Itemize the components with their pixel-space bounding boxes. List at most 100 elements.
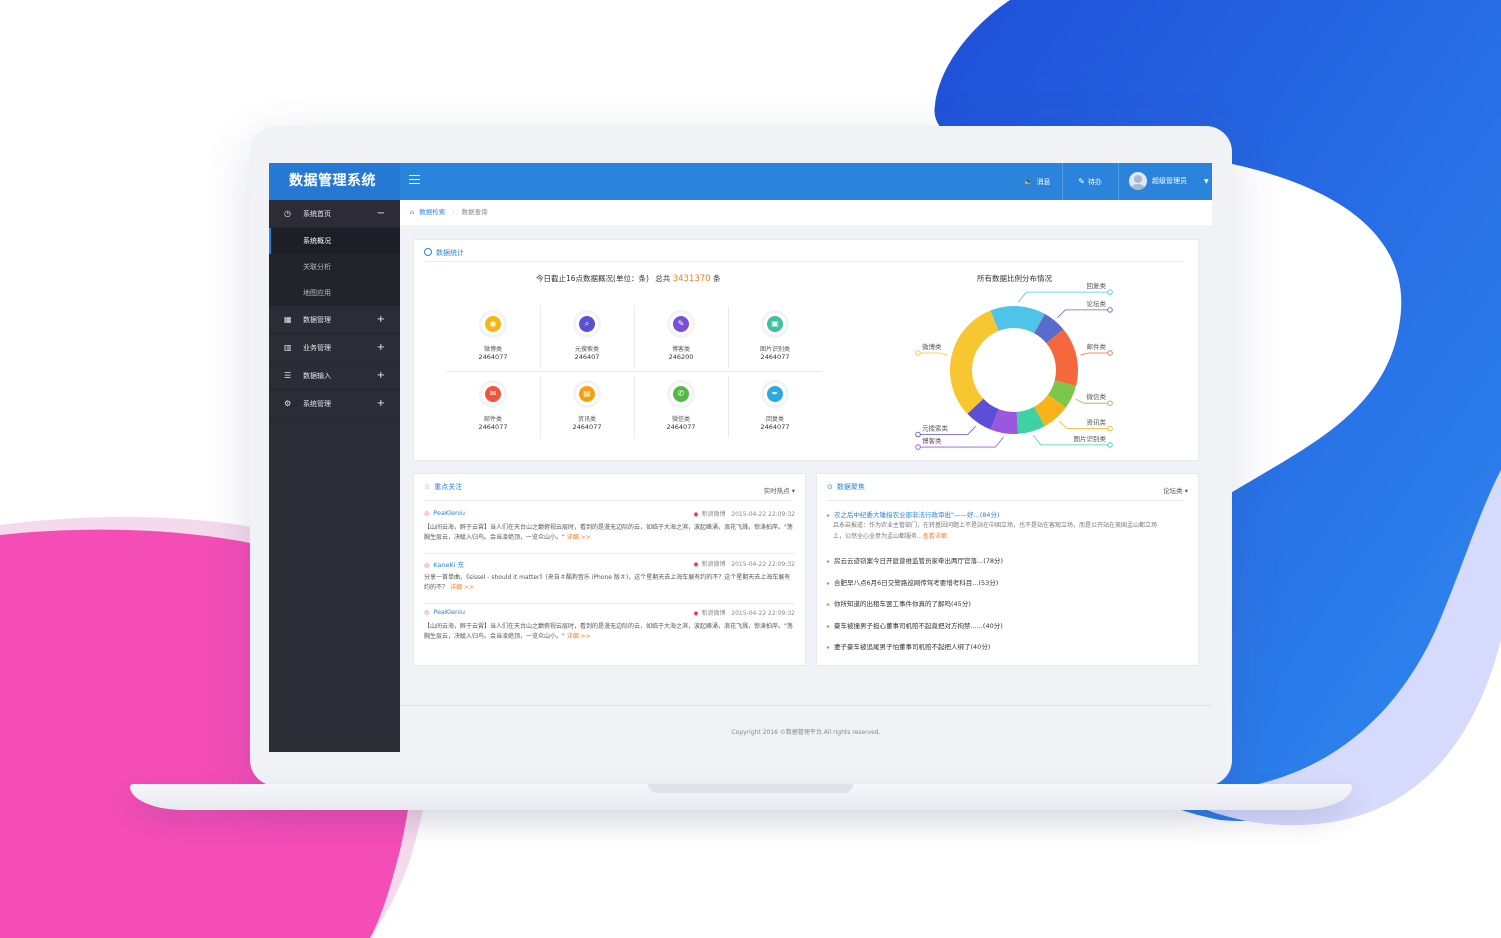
collapse-icon[interactable]: − (376, 208, 385, 219)
donut-leader-dot (1107, 289, 1113, 295)
aggregation-headline[interactable]: 农之后中纪委大锤指农业部非法行政审批"——好...(84分) (827, 509, 1188, 519)
stat-label: 元搜索类 (574, 346, 599, 353)
view-detail-link[interactable]: 查看详细 (922, 533, 947, 540)
breadcrumb: ⌂ 数据检索 / 数据查询 (400, 200, 1212, 225)
stat-tile[interactable]: ▤ 资讯类 2464077 (540, 374, 634, 450)
distribution-title: 所有数据比例分布情况 (977, 274, 1052, 283)
donut-slice[interactable] (967, 398, 999, 430)
headline-total: 3431370 (672, 274, 711, 284)
post-user[interactable]: KaneKi 东 (424, 559, 795, 569)
gear-icon: ⚙ (284, 399, 292, 408)
sidebar-item-business[interactable]: ▥ 业务管理 + (269, 334, 400, 362)
post-body: 分享一首单曲，《sissel - should it matter》(来自＃酷狗… (424, 574, 791, 591)
donut-slice-label: 微博类 (922, 342, 942, 351)
divider (424, 603, 795, 604)
stat-tile[interactable]: ✎ 博客类 246200 (634, 304, 728, 380)
donut-leader-line (918, 352, 948, 356)
sidebar-item-data-management[interactable]: ▦ 数据管理 + (269, 306, 400, 334)
donut-slice-label: 图片识别类 (1074, 434, 1107, 443)
stat-tile[interactable]: ▣ 图片识别类 2464077 (728, 304, 822, 380)
post-item: PeaKleniu◉新浪微博 2015-04-22 22:09:32 【山间云海，… (424, 509, 795, 549)
weibo-icon: ◉ (693, 610, 699, 617)
aggregation-item[interactable]: 豪车被撞男子担心董事司机赔不起竟把对方拘禁......(40分) (827, 620, 1188, 630)
post-user[interactable]: PeaKleniu (424, 509, 795, 517)
sidebar-subitem-map[interactable]: 地图应用 (269, 280, 400, 306)
donut-slice[interactable] (990, 306, 1045, 334)
post-more-link[interactable]: 详细 >> (449, 584, 474, 591)
stat-value: 2464077 (760, 423, 790, 431)
aggregation-item[interactable]: 合肥早八点6月6日交警路巡网传驾考要增考科目...(53分) (827, 577, 1188, 587)
stat-tile[interactable]: ⌕ 元搜索类 246407 (540, 304, 634, 380)
stat-icon-ring: ⌕ (573, 310, 601, 338)
aggregation-panel: ⊙数据聚焦 论坛类 ▾ 农之后中纪委大锤指农业部非法行政审批"——好...(84… (816, 473, 1199, 666)
stat-value: 2464077 (760, 353, 790, 361)
messages-button[interactable]: 🔈 消息 (1013, 163, 1061, 200)
expand-icon[interactable]: + (376, 342, 385, 353)
wechat-icon: ✆ (673, 386, 689, 402)
stat-icon-ring: ✒ (761, 380, 789, 408)
app-title[interactable]: 数据管理系统 (269, 163, 400, 200)
donut-slice[interactable] (1047, 380, 1076, 408)
post-item: PeaKleniu◉新浪微博 2015-04-22 22:09:32 【山间云海，… (424, 608, 795, 648)
menu-toggle-icon[interactable] (409, 175, 420, 184)
aggregation-description-text: 吕永岩报道：作为农业主管部门，在转基因问题上不是站在中国立场，也不是站在客观立场… (833, 522, 1158, 540)
todo-button[interactable]: ✎ 待办 (1062, 163, 1117, 200)
expand-icon[interactable]: + (376, 370, 385, 381)
post-time: 2015-04-22 22:09:32 (731, 561, 795, 568)
expand-icon[interactable]: + (376, 398, 385, 409)
sidebar-item-system[interactable]: ⚙ 系统管理 + (269, 390, 400, 418)
focus-panel-title: ☆ 重点关注 (424, 482, 462, 492)
stat-tile[interactable]: ◉ 微博类 2464077 (446, 304, 540, 380)
stats-title-text: 数据统计 (436, 249, 464, 257)
aggregation-item[interactable]: 你所知道的出租车罢工事件你真的了解吗(45分) (827, 598, 1188, 608)
aggregation-description: 吕永岩报道：作为农业主管部门，在转基因问题上不是站在中国立场，也不是站在客观立场… (833, 520, 1158, 542)
sidebar-subitem-analysis[interactable]: 关联分析 (269, 254, 400, 280)
donut-slice-label: 微信类 (1087, 392, 1107, 401)
stats-panel: 数据统计 今日截止16点数据概况(单位：条) 总共 3431370 条 ◉ 微博类… (413, 239, 1199, 461)
donut-leader-line (1032, 435, 1110, 446)
sidebar-subitem-overview[interactable]: 系统概况 (269, 228, 400, 254)
donut-slice[interactable] (1034, 394, 1066, 427)
breadcrumb-home[interactable]: 数据检索 (419, 208, 446, 216)
expand-icon[interactable]: + (376, 314, 385, 325)
dashboard-icon: ◷ (284, 209, 291, 218)
post-more-link[interactable]: 详细 >> (566, 633, 591, 640)
stat-label: 资讯类 (577, 416, 596, 423)
sidebar-item-data-input[interactable]: ☰ 数据输入 + (269, 362, 400, 390)
stat-label: 图片识别类 (759, 346, 790, 353)
focus-filter-select[interactable]: 实时热点 ▾ (764, 485, 795, 495)
mail-icon: ✉ (485, 386, 501, 402)
chevron-down-icon: ▼ (1204, 178, 1209, 185)
donut-slice[interactable] (990, 409, 1019, 434)
divider (540, 376, 541, 438)
divider (424, 261, 1184, 262)
post-body: 【山间云海，醉于云霄】当人们在天台山之巅俯视云层时，看到的是漫无边际的云，如临于… (424, 623, 793, 640)
donut-slice[interactable] (1016, 406, 1045, 434)
aggregation-filter-select[interactable]: 论坛类 ▾ (1163, 485, 1188, 495)
post-user[interactable]: PeaKleniu (424, 608, 795, 616)
user-menu[interactable]: 超级管理员 ▼ (1118, 163, 1212, 200)
donut-slice[interactable] (950, 310, 999, 414)
aggregation-item[interactable]: 房云云迹窃案今日开庭曾维监管员家牵出两厅官落...(78分) (827, 555, 1188, 565)
post-text: 分享一首单曲，《sissel - should it matter》(来自＃酷狗… (424, 573, 795, 593)
avatar (1129, 172, 1147, 190)
user-label: 超级管理员 (1152, 177, 1187, 185)
donut-leader-line (1017, 291, 1110, 303)
donut-slice-label: 论坛类 (1087, 299, 1107, 308)
sidebar-item-label: 数据输入 (303, 372, 331, 380)
post-source: 新浪微博 (701, 561, 726, 568)
post-more-link[interactable]: 详细 >> (566, 534, 591, 541)
aggregation-item[interactable]: 妻子豪车被追尾男子怕董事司机赔不起把人绑了(40分) (827, 641, 1188, 651)
donut-slice[interactable] (1046, 329, 1078, 386)
main-content: 数据统计 今日截止16点数据概况(单位：条) 总共 3431370 条 ◉ 微博类… (400, 225, 1212, 752)
sidebar-item-home[interactable]: ◷ 系统首页 − (269, 200, 400, 228)
stat-tile[interactable]: ✆ 微信类 2464077 (634, 374, 728, 450)
feather-icon: ✒ (767, 386, 783, 402)
search-icon: ⌕ (579, 316, 595, 332)
sidebar-item-label: 系统管理 (303, 400, 331, 408)
weibo-icon: ◉ (693, 561, 699, 568)
aggregation-filter-value: 论坛类 (1163, 487, 1183, 495)
donut-slice[interactable] (1034, 313, 1064, 344)
stat-tile[interactable]: ✒ 回复类 2464077 (728, 374, 822, 450)
stat-tile[interactable]: ✉ 邮件类 2464077 (446, 374, 540, 450)
